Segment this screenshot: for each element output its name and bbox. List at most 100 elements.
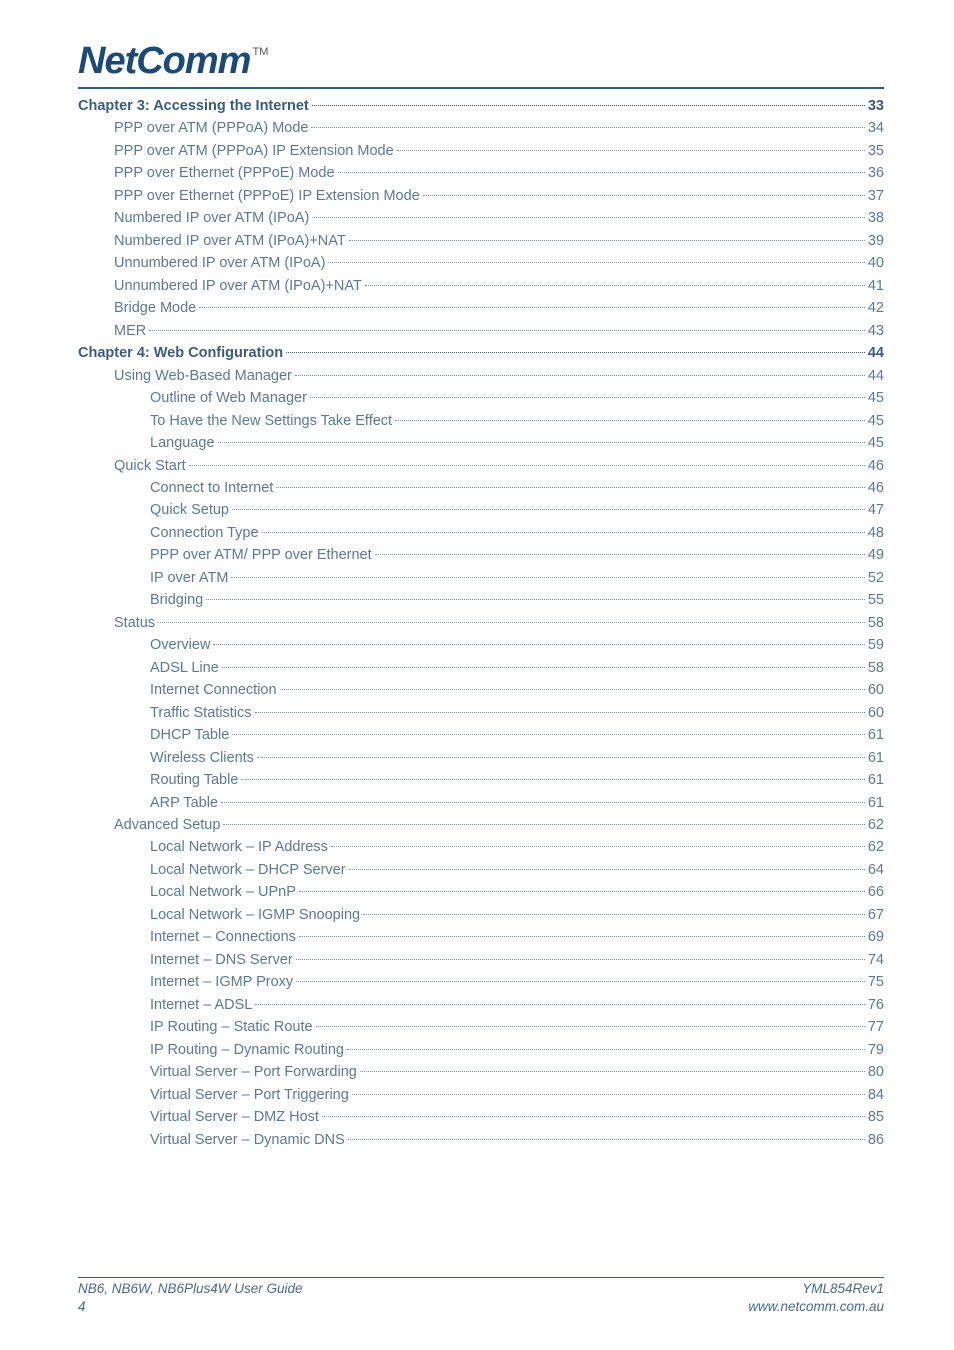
toc-label: DHCP Table bbox=[150, 724, 229, 746]
toc-leader-dots bbox=[310, 397, 865, 398]
toc-leader-dots bbox=[349, 240, 865, 241]
toc-label: Bridge Mode bbox=[114, 297, 196, 319]
toc-leader-dots bbox=[312, 217, 865, 218]
toc-leader-dots bbox=[331, 846, 865, 847]
toc-label: IP Routing – Static Route bbox=[150, 1016, 313, 1038]
toc-leader-dots bbox=[189, 465, 865, 466]
toc-row: Chapter 3: Accessing the Internet 33 bbox=[78, 95, 884, 117]
toc-row: Language45 bbox=[78, 432, 884, 454]
toc-page: 62 bbox=[868, 814, 884, 836]
toc-page: 60 bbox=[868, 679, 884, 701]
toc-leader-dots bbox=[221, 802, 865, 803]
footer-right: YML854Rev1 www.netcomm.com.au bbox=[748, 1280, 884, 1316]
toc-row: Internet Connection60 bbox=[78, 679, 884, 701]
toc-label: Overview bbox=[150, 634, 210, 656]
toc-row: PPP over Ethernet (PPPoE) Mode36 bbox=[78, 162, 884, 184]
toc-leader-dots bbox=[255, 1004, 864, 1005]
toc-page: 58 bbox=[868, 657, 884, 679]
toc-label: Numbered IP over ATM (IPoA)+NAT bbox=[114, 230, 346, 252]
toc-label: Unnumbered IP over ATM (IPoA)+NAT bbox=[114, 275, 362, 297]
toc-page: 77 bbox=[868, 1016, 884, 1038]
toc-row: ADSL Line58 bbox=[78, 657, 884, 679]
toc-leader-dots bbox=[360, 1071, 865, 1072]
toc-row: Local Network – IP Address62 bbox=[78, 836, 884, 858]
toc-label: Unnumbered IP over ATM (IPoA) bbox=[114, 252, 325, 274]
toc-leader-dots bbox=[299, 936, 865, 937]
toc-label: Virtual Server – Port Forwarding bbox=[150, 1061, 357, 1083]
toc-page: 62 bbox=[868, 836, 884, 858]
toc-leader-dots bbox=[232, 734, 865, 735]
toc-page: 46 bbox=[868, 477, 884, 499]
toc-label: ARP Table bbox=[150, 792, 218, 814]
toc-leader-dots bbox=[311, 127, 864, 128]
toc-leader-dots bbox=[199, 307, 865, 308]
toc-page: 55 bbox=[868, 589, 884, 611]
toc-page: 86 bbox=[868, 1129, 884, 1151]
toc-label: Advanced Setup bbox=[114, 814, 220, 836]
toc-label: Virtual Server – DMZ Host bbox=[150, 1106, 319, 1128]
toc-leader-dots bbox=[231, 577, 864, 578]
toc-label: Local Network – IGMP Snooping bbox=[150, 904, 360, 926]
toc-page: 64 bbox=[868, 859, 884, 881]
toc-leader-dots bbox=[322, 1116, 865, 1117]
toc-leader-dots bbox=[347, 1049, 865, 1050]
toc-page: 74 bbox=[868, 949, 884, 971]
toc-label: Quick Start bbox=[114, 455, 186, 477]
toc-row: Connection Type48 bbox=[78, 522, 884, 544]
toc-row: Internet – IGMP Proxy75 bbox=[78, 971, 884, 993]
toc-label: Bridging bbox=[150, 589, 203, 611]
toc-row: Internet – DNS Server74 bbox=[78, 949, 884, 971]
toc-label: To Have the New Settings Take Effect bbox=[150, 410, 392, 432]
toc-row: Virtual Server – DMZ Host85 bbox=[78, 1106, 884, 1128]
toc-page: 80 bbox=[868, 1061, 884, 1083]
toc-row: Numbered IP over ATM (IPoA) 38 bbox=[78, 207, 884, 229]
toc-page: 43 bbox=[868, 320, 884, 342]
footer-guide-title: NB6, NB6W, NB6Plus4W User Guide bbox=[78, 1280, 303, 1298]
toc-label: IP over ATM bbox=[150, 567, 228, 589]
toc-row: Chapter 4: Web Configuration44 bbox=[78, 342, 884, 364]
toc-row: Quick Setup47 bbox=[78, 499, 884, 521]
toc-page: 84 bbox=[868, 1084, 884, 1106]
toc-label: Chapter 3: Accessing the Internet bbox=[78, 95, 309, 117]
toc-label: Chapter 4: Web Configuration bbox=[78, 342, 283, 364]
toc-page: 67 bbox=[868, 904, 884, 926]
footer-page-number: 4 bbox=[78, 1298, 303, 1316]
toc-row: Virtual Server – Port Triggering 84 bbox=[78, 1084, 884, 1106]
toc-leader-dots bbox=[395, 420, 865, 421]
toc-leader-dots bbox=[232, 509, 865, 510]
toc-page: 38 bbox=[868, 207, 884, 229]
toc-page: 37 bbox=[868, 185, 884, 207]
toc-page: 60 bbox=[868, 702, 884, 724]
toc-row: Connect to Internet46 bbox=[78, 477, 884, 499]
logo-text: NetComm bbox=[78, 40, 250, 83]
footer-rule bbox=[78, 1277, 884, 1278]
toc-label: Numbered IP over ATM (IPoA) bbox=[114, 207, 309, 229]
toc-page: 45 bbox=[868, 387, 884, 409]
toc-label: Internet – IGMP Proxy bbox=[150, 971, 293, 993]
toc-leader-dots bbox=[206, 599, 865, 600]
toc-page: 41 bbox=[868, 275, 884, 297]
toc-label: Internet – Connections bbox=[150, 926, 296, 948]
toc-leader-dots bbox=[316, 1026, 865, 1027]
toc-row: Wireless Clients61 bbox=[78, 747, 884, 769]
toc-page: 47 bbox=[868, 499, 884, 521]
toc-leader-dots bbox=[158, 622, 865, 623]
toc-label: MER bbox=[114, 320, 146, 342]
toc-row: PPP over ATM (PPPoA) IP Extension Mode35 bbox=[78, 140, 884, 162]
toc-leader-dots bbox=[241, 779, 864, 780]
toc-leader-dots bbox=[213, 644, 864, 645]
toc-page: 33 bbox=[868, 95, 884, 117]
toc-row: ARP Table61 bbox=[78, 792, 884, 814]
toc-row: IP Routing – Dynamic Routing79 bbox=[78, 1039, 884, 1061]
toc-row: Traffic Statistics60 bbox=[78, 702, 884, 724]
toc-row: Advanced Setup 62 bbox=[78, 814, 884, 836]
toc-leader-dots bbox=[222, 667, 865, 668]
toc-row: To Have the New Settings Take Effect45 bbox=[78, 410, 884, 432]
toc-leader-dots bbox=[295, 375, 865, 376]
toc-row: Unnumbered IP over ATM (IPoA)40 bbox=[78, 252, 884, 274]
toc-label: Virtual Server – Port Triggering bbox=[150, 1084, 349, 1106]
toc-page: 49 bbox=[868, 544, 884, 566]
toc-row: Local Network – IGMP Snooping 67 bbox=[78, 904, 884, 926]
toc-label: Connection Type bbox=[150, 522, 259, 544]
toc-leader-dots bbox=[299, 891, 865, 892]
